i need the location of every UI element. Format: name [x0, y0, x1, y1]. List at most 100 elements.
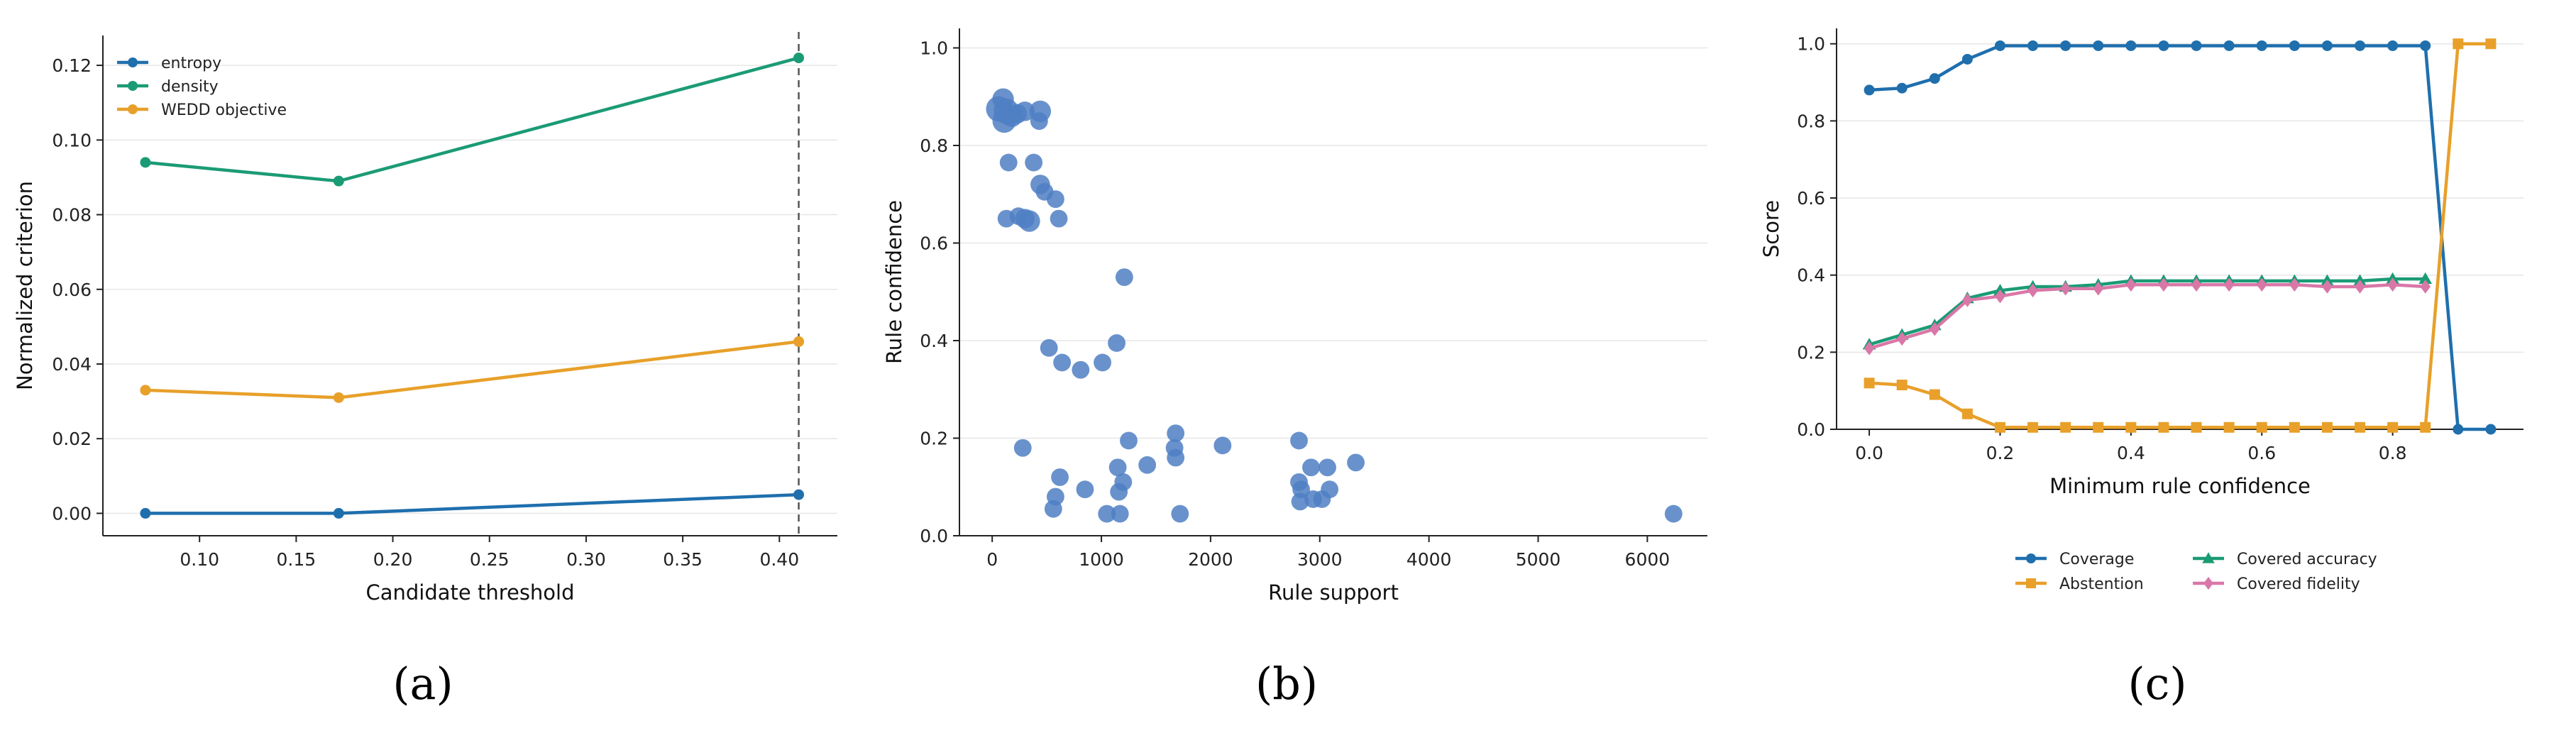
x-tick-label: 4000 [1407, 549, 1452, 570]
data-point [2387, 277, 2398, 292]
data-point [1961, 408, 1973, 419]
scatter-point [1171, 505, 1189, 523]
data-point [333, 175, 344, 187]
data-point [2418, 272, 2433, 285]
data-point [2158, 421, 2169, 433]
scatter-point [999, 153, 1018, 172]
x-axis-label: Minimum rule confidence [2049, 474, 2311, 498]
x-tick-label: 0.8 [2379, 443, 2407, 463]
data-point [2355, 421, 2366, 433]
panel-b-chart: 0 1000 2000 3000 4000 5000 6000 0.0 0.2 0.4 0.6 0.8… [882, 28, 1707, 710]
data-point [2256, 277, 2267, 292]
data-point [2387, 421, 2399, 433]
data-point [793, 489, 805, 500]
panel-caption: (a) [392, 658, 453, 710]
data-point [1864, 84, 1875, 96]
x-tick-label: 3000 [1297, 549, 1343, 570]
scatter-point [1120, 431, 1138, 450]
data-point [2191, 421, 2202, 433]
data-point [1864, 341, 1875, 356]
scatter-point [1319, 458, 1336, 477]
data-point [2060, 281, 2071, 296]
legend-marker [128, 57, 138, 67]
scatter-point [1291, 492, 1309, 511]
scatter-point [1051, 468, 1069, 486]
panel-caption: (c) [2128, 658, 2186, 710]
panel-caption: (b) [1255, 658, 1318, 710]
data-point [793, 336, 805, 347]
x-tick-label: 0.25 [470, 549, 510, 570]
scatter-point [1290, 431, 1308, 450]
data-point [1961, 53, 1973, 65]
data-point [333, 392, 344, 403]
data-point [2289, 40, 2300, 51]
data-point [2420, 421, 2431, 433]
x-tick-label: 0.30 [566, 549, 606, 570]
legend-marker [128, 81, 138, 91]
y-tick-label: 0.6 [1797, 188, 1825, 209]
data-point [2125, 421, 2137, 433]
y-tick-label: 0.02 [52, 429, 92, 449]
panel-a-chart: 0.10 0.15 0.20 0.25 0.30 0.35 0.40 0.00 0.02 0.04… [13, 32, 837, 710]
data-point [2027, 421, 2039, 433]
scatter-point [1044, 500, 1062, 518]
data-point [1994, 40, 2005, 51]
series-line [1868, 283, 2426, 351]
data-point [333, 507, 344, 519]
data-point [2093, 421, 2104, 433]
series-line [145, 492, 799, 515]
data-point [1929, 389, 1940, 400]
scatter-point [1013, 439, 1032, 457]
data-point [1896, 331, 1908, 346]
data-point [2027, 40, 2039, 51]
data-point [2355, 40, 2366, 51]
data-point [2321, 421, 2333, 433]
x-tick-label: 0.6 [2247, 443, 2276, 463]
y-axis-label: Rule confidence [882, 200, 906, 364]
data-point [1962, 293, 1973, 307]
scatter-point [1114, 473, 1133, 491]
y-tick-label: 0.4 [1797, 265, 1825, 286]
legend-marker [2026, 578, 2036, 588]
scatter-point [1053, 353, 1072, 372]
x-tick-label: 2000 [1188, 549, 1233, 570]
y-tick-label: 0.2 [920, 429, 948, 449]
data-point [2453, 38, 2464, 50]
data-point [2256, 40, 2267, 51]
data-point [2125, 277, 2137, 292]
y-tick-label: 1.0 [920, 38, 948, 59]
y-tick-label: 0.8 [920, 136, 948, 156]
x-tick-label: 0.35 [663, 549, 703, 570]
x-tick-label: 0.40 [759, 549, 799, 570]
scatter-point [1030, 112, 1048, 131]
scatter-point [1347, 453, 1365, 472]
scatter-point [1098, 505, 1116, 523]
data-point [2191, 277, 2202, 292]
legend-marker [128, 104, 138, 114]
y-tick-label: 0.8 [1797, 111, 1825, 131]
y-tick-label: 0.12 [52, 55, 92, 76]
scatter-point [1138, 456, 1157, 474]
y-tick-label: 0.00 [52, 503, 92, 524]
scatter-point [1072, 360, 1090, 379]
data-point [2256, 421, 2267, 433]
scatter-point [1046, 190, 1064, 209]
series-line [1868, 42, 2491, 429]
scatter-point [1111, 505, 1129, 523]
scatter-point [1040, 338, 1058, 357]
scatter-point [1094, 353, 1111, 372]
data-point [2093, 40, 2104, 51]
series-line [145, 56, 800, 183]
data-point [2191, 40, 2202, 51]
data-point [793, 53, 805, 64]
y-tick-label: 0.10 [52, 130, 92, 150]
scatter-point [1015, 101, 1035, 121]
x-tick-label: 0.0 [1855, 443, 1883, 463]
scatter-point [1076, 480, 1094, 499]
data-point [2420, 40, 2431, 51]
data-point [2223, 40, 2235, 51]
data-point [1896, 380, 1908, 391]
scatter-point [1108, 458, 1127, 477]
y-tick-label: 0.08 [52, 205, 92, 226]
